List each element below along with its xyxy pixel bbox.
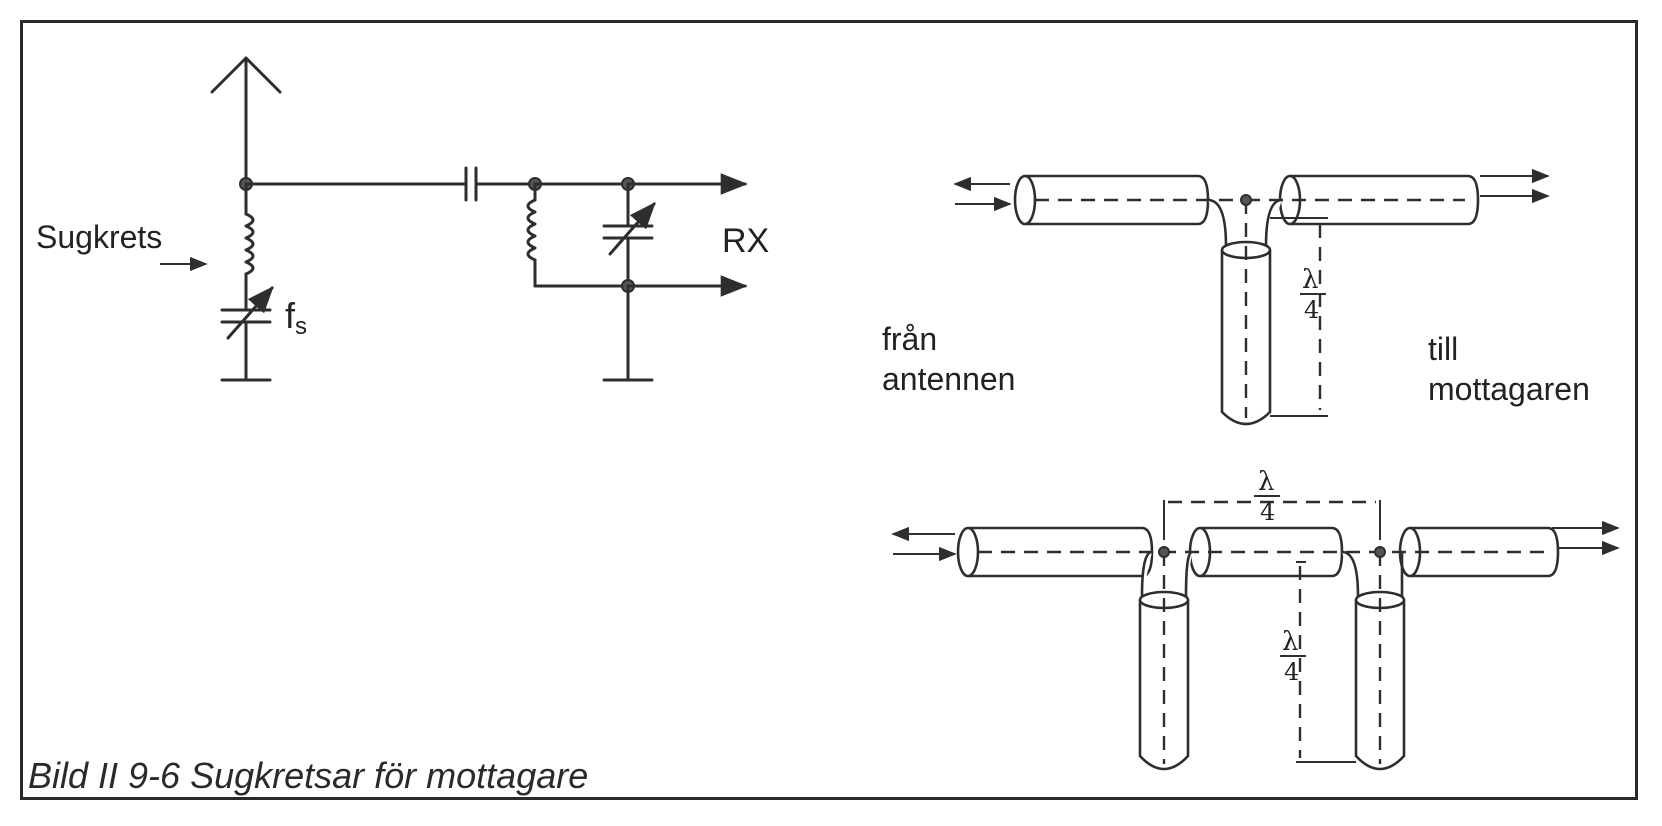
label-to-line2: mottagaren <box>1428 371 1590 407</box>
double-stub-diagram: λ 4 λ 4 <box>891 467 1620 771</box>
node-tee-double-2 <box>1374 546 1386 558</box>
stub-single <box>1220 250 1272 426</box>
label-rx: RX <box>722 222 769 260</box>
label-to-line1: till <box>1428 331 1458 367</box>
trap-inductor <box>244 212 255 276</box>
stub-double-1 <box>1138 600 1190 771</box>
label-fs: fs <box>285 295 307 340</box>
node-tee-single <box>1240 194 1252 206</box>
svg-text:4: 4 <box>1284 658 1299 686</box>
receiver-circuit: Sugkrets fs RX <box>36 56 769 382</box>
trap-capacitor-arrow <box>226 285 274 340</box>
label-from-line1: från <box>882 321 937 357</box>
svg-text:4: 4 <box>1304 296 1319 324</box>
coax-left-end <box>1013 174 1037 226</box>
input-coil <box>526 198 537 262</box>
lambda-label-single: λ <box>1302 265 1318 295</box>
lambda-label-double-h: λ <box>1258 467 1274 497</box>
figure-frame <box>20 20 1638 800</box>
lambda-label-double-v: λ <box>1282 627 1298 657</box>
label-from-line2: antennen <box>882 361 1015 397</box>
svg-text:4: 4 <box>1260 498 1275 526</box>
label-sugkrets: Sugkrets <box>36 219 162 255</box>
single-stub-diagram: λ 4 från antennen till mottagaren <box>882 168 1590 426</box>
node-tee-double-1 <box>1158 546 1170 558</box>
figure-caption: Bild II 9-6 Sugkretsar för mottagare <box>28 755 588 796</box>
stub-double-2 <box>1354 600 1406 771</box>
tank-capacitor-arrow <box>608 201 656 256</box>
